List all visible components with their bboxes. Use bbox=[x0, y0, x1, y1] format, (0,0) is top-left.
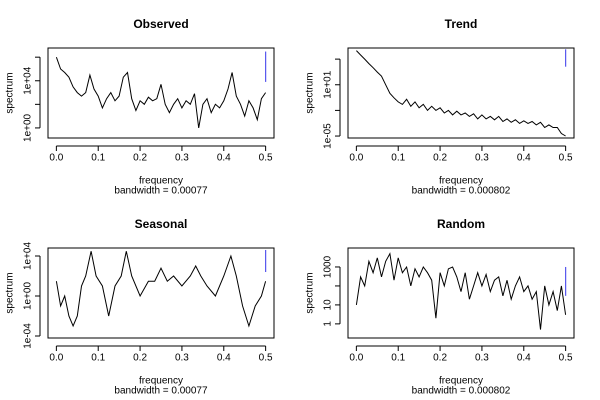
y-axis-label: spectrum bbox=[305, 72, 316, 113]
y-tick-label: 1e+04 bbox=[23, 66, 34, 95]
x-tick-label: 0.4 bbox=[517, 353, 531, 364]
y-tick-label: 1000 bbox=[323, 255, 334, 278]
x-tick-label: 0.1 bbox=[391, 153, 405, 164]
y-tick-label: 1e+00 bbox=[23, 282, 34, 311]
x-tick-label: 0.1 bbox=[91, 353, 105, 364]
panel-title: Seasonal bbox=[135, 217, 188, 231]
y-axis-label: spectrum bbox=[5, 72, 16, 113]
bandwidth-label: bandwidth = 0.00077 bbox=[114, 386, 208, 397]
plot-box bbox=[347, 47, 575, 139]
x-tick-label: 0.5 bbox=[259, 153, 273, 164]
bandwidth-label: bandwidth = 0.000802 bbox=[412, 186, 511, 197]
x-tick-label: 0.2 bbox=[133, 353, 147, 364]
bandwidth-label: bandwidth = 0.000802 bbox=[412, 386, 511, 397]
plot-box bbox=[47, 247, 275, 339]
y-tick-label: 1 bbox=[323, 321, 334, 327]
spectrum-line bbox=[55, 57, 267, 128]
plot-box bbox=[47, 47, 275, 139]
y-axis-label: spectrum bbox=[5, 272, 16, 313]
panel-title: Random bbox=[437, 217, 485, 231]
x-tick-label: 0.1 bbox=[391, 353, 405, 364]
y-tick-label: 1e-05 bbox=[323, 123, 334, 149]
spectrum-line bbox=[356, 50, 566, 137]
x-tick-label: 0.4 bbox=[217, 353, 231, 364]
x-tick-label: 0.3 bbox=[475, 353, 489, 364]
y-tick-label: 1e+04 bbox=[23, 242, 34, 271]
x-tick-label: 0.0 bbox=[49, 153, 63, 164]
x-axis-label: frequency bbox=[139, 376, 183, 387]
bandwidth-label: bandwidth = 0.00077 bbox=[114, 186, 208, 197]
x-tick-label: 0.3 bbox=[475, 153, 489, 164]
x-axis-label: frequency bbox=[439, 376, 483, 387]
x-tick-label: 0.2 bbox=[433, 353, 447, 364]
x-tick-label: 0.1 bbox=[91, 153, 105, 164]
panel-title: Trend bbox=[445, 17, 478, 31]
x-tick-label: 0.2 bbox=[433, 153, 447, 164]
x-tick-label: 0.4 bbox=[217, 153, 231, 164]
y-tick-label: 1e+00 bbox=[23, 113, 34, 142]
y-axis-label: spectrum bbox=[305, 272, 316, 313]
x-tick-label: 0.4 bbox=[517, 153, 531, 164]
x-tick-label: 0.0 bbox=[349, 353, 363, 364]
plot-box bbox=[347, 247, 575, 339]
x-tick-label: 0.3 bbox=[175, 353, 189, 364]
x-axis-label: frequency bbox=[439, 176, 483, 187]
x-tick-label: 0.2 bbox=[133, 153, 147, 164]
x-tick-label: 0.3 bbox=[175, 153, 189, 164]
spectrum-line bbox=[55, 251, 267, 328]
x-tick-label: 0.5 bbox=[559, 153, 573, 164]
x-axis-label: frequency bbox=[139, 176, 183, 187]
x-tick-label: 0.5 bbox=[259, 353, 273, 364]
y-tick-label: 1e+01 bbox=[323, 70, 334, 99]
spectrum-line bbox=[355, 252, 567, 330]
panel-title: Observed bbox=[133, 17, 188, 31]
x-tick-label: 0.5 bbox=[559, 353, 573, 364]
x-tick-label: 0.0 bbox=[49, 353, 63, 364]
y-tick-label: 10 bbox=[323, 299, 334, 311]
y-tick-label: 1e-04 bbox=[23, 323, 34, 349]
x-tick-label: 0.0 bbox=[349, 153, 363, 164]
